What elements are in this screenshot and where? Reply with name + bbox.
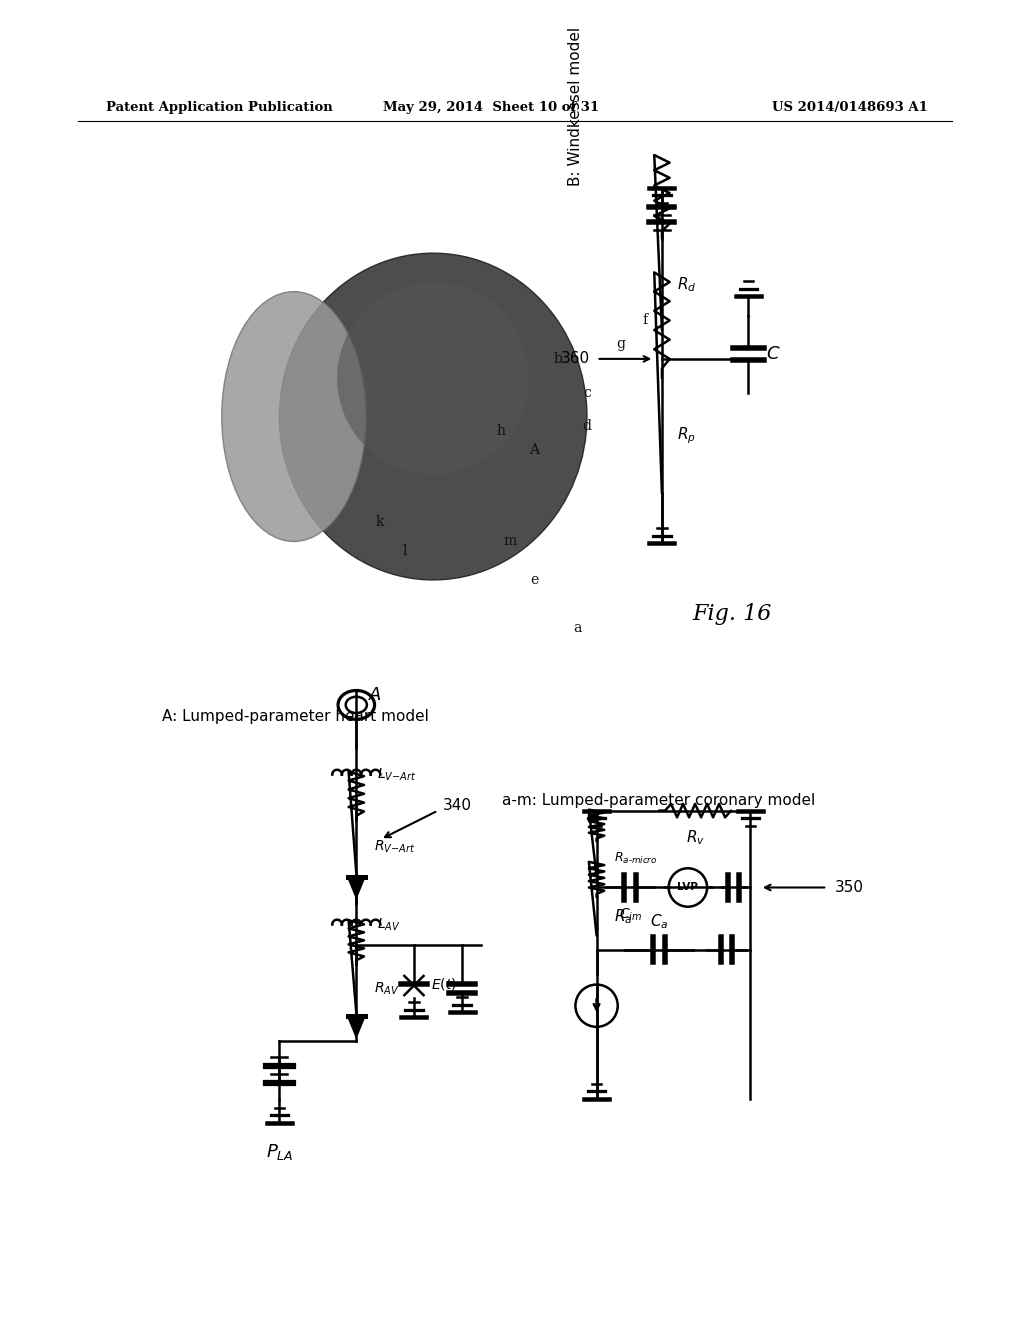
Polygon shape xyxy=(348,1016,365,1038)
Ellipse shape xyxy=(337,282,529,474)
Text: $C_a$: $C_a$ xyxy=(650,912,669,931)
Text: f: f xyxy=(642,313,647,327)
Text: $L_{AV}$: $L_{AV}$ xyxy=(378,916,401,933)
Text: e: e xyxy=(530,573,539,587)
Ellipse shape xyxy=(222,292,366,541)
Text: $R_{a\text{-}micro}$: $R_{a\text{-}micro}$ xyxy=(613,851,657,866)
Text: a: a xyxy=(573,620,582,635)
Text: $L_{V\mathrm{-}Art}$: $L_{V\mathrm{-}Art}$ xyxy=(378,767,417,783)
Text: Fig. 16: Fig. 16 xyxy=(692,602,772,624)
Text: $R_p$: $R_p$ xyxy=(677,425,696,446)
Text: Patent Application Publication: Patent Application Publication xyxy=(106,100,333,114)
Text: $R_{V\mathrm{-}Art}$: $R_{V\mathrm{-}Art}$ xyxy=(374,838,415,855)
Text: b: b xyxy=(554,352,562,366)
Text: $C$: $C$ xyxy=(766,345,780,363)
Polygon shape xyxy=(348,876,365,898)
Text: c: c xyxy=(583,385,591,400)
Text: LVP: LVP xyxy=(678,883,698,892)
Text: 340: 340 xyxy=(442,799,472,813)
Text: h: h xyxy=(496,424,505,438)
Text: $R_d$: $R_d$ xyxy=(677,275,696,294)
Text: $E(t)$: $E(t)$ xyxy=(431,975,457,991)
Text: A: Lumped-parameter heart model: A: Lumped-parameter heart model xyxy=(162,709,429,723)
Text: $C_{im}$: $C_{im}$ xyxy=(618,907,642,923)
Text: May 29, 2014  Sheet 10 of 31: May 29, 2014 Sheet 10 of 31 xyxy=(383,100,599,114)
Text: l: l xyxy=(402,544,407,558)
Text: US 2014/0148693 A1: US 2014/0148693 A1 xyxy=(772,100,928,114)
Text: m: m xyxy=(504,535,517,549)
Text: $R_a$: $R_a$ xyxy=(613,907,632,925)
Text: A: A xyxy=(529,444,539,457)
Text: 350: 350 xyxy=(835,880,864,895)
Text: $R_{AV}$: $R_{AV}$ xyxy=(374,981,399,997)
Text: a-m: Lumped-parameter coronary model: a-m: Lumped-parameter coronary model xyxy=(503,793,816,808)
Text: 360: 360 xyxy=(561,351,590,367)
Text: d: d xyxy=(583,420,592,433)
Text: $A$: $A$ xyxy=(368,686,382,705)
Text: B: Windkessel model: B: Windkessel model xyxy=(567,26,583,186)
Text: $P_{LA}$: $P_{LA}$ xyxy=(265,1142,293,1162)
Text: g: g xyxy=(616,338,625,351)
Text: $R_v$: $R_v$ xyxy=(686,828,705,846)
Text: k: k xyxy=(376,515,385,529)
Ellipse shape xyxy=(280,253,587,579)
